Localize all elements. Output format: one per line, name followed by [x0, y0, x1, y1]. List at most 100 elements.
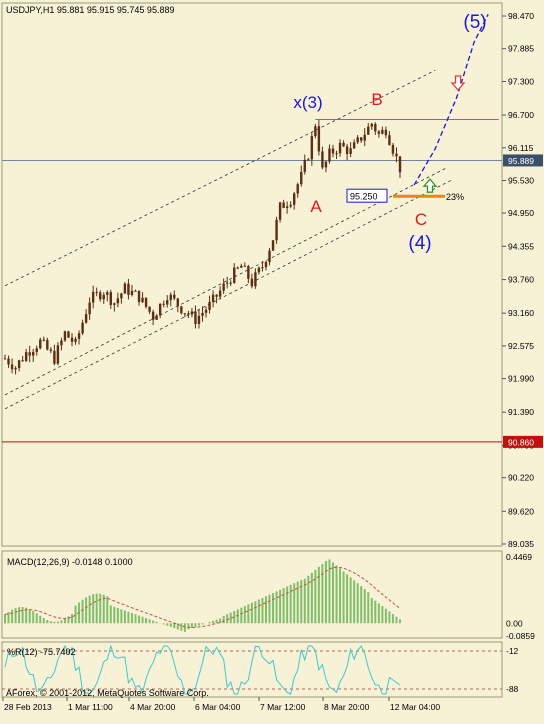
y-tick-label-12: 91.390: [508, 407, 534, 417]
x-tick-label-4: 7 Mar 12:00: [260, 702, 306, 712]
candle-body: [3, 358, 7, 360]
candle-body: [384, 129, 388, 136]
level-price-label: 90.860: [508, 437, 534, 447]
y-tick-label-11: 91.990: [508, 374, 534, 384]
candle-body: [46, 339, 49, 350]
candle-body: [134, 290, 137, 292]
wave-label-3: C: [415, 210, 427, 229]
candle-body: [367, 126, 370, 135]
wpr-tick-label-1: -88: [506, 684, 519, 694]
macd-title: MACD(12,26,9) -0.0148 0.1000: [7, 557, 133, 567]
candle-body: [289, 204, 292, 207]
candle-body: [99, 292, 102, 300]
wpr-line: [4, 644, 401, 695]
y-tick-label-14: 90.220: [508, 473, 534, 483]
candle-body: [81, 322, 84, 334]
candle-body: [240, 265, 243, 268]
candle-body: [84, 314, 88, 323]
x-tick-label-0: 28 Feb 2013: [4, 702, 52, 712]
wave-label-2: B: [371, 90, 382, 109]
candle-body: [225, 282, 229, 284]
x-tick-label-1: 1 Mar 11:00: [68, 702, 113, 712]
level-price-tag: [503, 435, 543, 448]
candle-body: [211, 294, 215, 302]
main-pane: [1, 2, 503, 547]
candle-body: [268, 250, 271, 262]
x-tick-label-2: 4 Mar 20:00: [130, 702, 176, 712]
wave-label-1: A: [310, 197, 322, 216]
candle-body: [377, 131, 381, 134]
candle-body: [321, 151, 324, 168]
candle-body: [77, 333, 81, 339]
candle-body: [28, 352, 31, 356]
candle-body: [116, 298, 120, 304]
current-price-tag: [503, 154, 543, 167]
candle-body: [17, 360, 21, 368]
up-arrow-icon: [422, 178, 438, 193]
candle-body: [335, 153, 338, 155]
candle-body: [243, 265, 247, 267]
macd-tick-label-0: 0.4469: [506, 552, 532, 562]
candle-body: [208, 301, 211, 310]
candle-body: [56, 345, 60, 364]
candle-body: [261, 267, 264, 269]
candle-body: [204, 309, 208, 313]
candle-body: [250, 278, 254, 287]
candle-body: [296, 184, 299, 194]
y-tick-label-10: 92.575: [508, 341, 534, 351]
footer-copyright: AForex, © 2001-2012, MetaQuotes Software…: [6, 688, 209, 698]
candle-body: [201, 312, 204, 316]
candle-body: [162, 303, 165, 305]
candle-body: [158, 303, 162, 316]
candle-body: [317, 126, 321, 152]
candle-body: [395, 153, 398, 157]
candle-body: [120, 293, 123, 299]
candle-body: [70, 337, 74, 342]
candle-body: [282, 202, 285, 208]
candle-body: [106, 292, 109, 295]
y-tick-label-7: 94.355: [508, 241, 534, 251]
candle-body: [53, 350, 56, 364]
candle-body: [310, 136, 314, 160]
candle-body: [345, 146, 349, 154]
candle-body: [222, 283, 225, 291]
macd-signal-line: [4, 566, 401, 628]
candle-body: [374, 123, 377, 132]
candle-body: [278, 202, 282, 220]
candle-body: [381, 129, 384, 134]
candle-body: [197, 315, 201, 324]
candle-body: [137, 290, 141, 303]
wpr-pane: [1, 641, 503, 698]
macd-tick-label-1: 0.00: [506, 618, 523, 628]
candle-body: [187, 313, 190, 315]
candle-body: [314, 126, 317, 137]
candle-body: [356, 137, 359, 143]
y-tick-label-1: 97.885: [508, 44, 534, 54]
candle-body: [275, 219, 278, 241]
candle-body: [24, 352, 28, 361]
candle-body: [292, 193, 296, 205]
target-percent-label: 23%: [446, 192, 464, 202]
candle-body: [352, 142, 356, 149]
candle-body: [254, 272, 257, 287]
candle-body: [141, 297, 144, 303]
candle-body: [215, 294, 218, 297]
channel-line-0: [4, 69, 436, 287]
candle-body: [300, 171, 303, 185]
y-tick-label-0: 98.470: [508, 11, 534, 21]
target-price-label: 95.250: [350, 192, 378, 202]
candle-body: [155, 315, 158, 320]
candle-body: [194, 311, 197, 324]
candle-body: [166, 300, 169, 305]
macd-pane: [1, 550, 503, 639]
candle-body: [398, 156, 402, 173]
candle-body: [113, 303, 116, 305]
y-tick-label-9: 93.160: [508, 308, 534, 318]
y-tick-label-6: 94.950: [508, 208, 534, 218]
y-tick-label-16: 89.035: [508, 539, 534, 549]
wave-label-5: (5): [463, 12, 486, 33]
x-tick-label-3: 6 Mar 04:00: [195, 702, 241, 712]
candle-body: [247, 266, 250, 279]
y-tick-label-4: 96.115: [508, 143, 534, 153]
